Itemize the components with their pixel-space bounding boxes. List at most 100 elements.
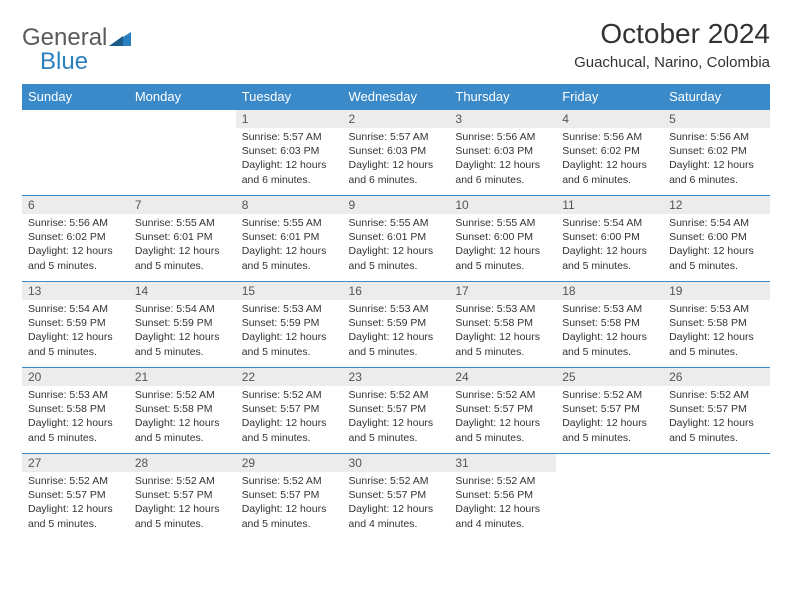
weekday-header: Thursday xyxy=(449,84,556,110)
day-number: 4 xyxy=(556,110,663,128)
day-details: Sunrise: 5:52 AMSunset: 5:57 PMDaylight:… xyxy=(236,472,343,535)
day-details: Sunrise: 5:55 AMSunset: 6:00 PMDaylight:… xyxy=(449,214,556,277)
calendar-day-cell xyxy=(556,454,663,540)
day-details: Sunrise: 5:52 AMSunset: 5:57 PMDaylight:… xyxy=(22,472,129,535)
day-details: Sunrise: 5:56 AMSunset: 6:02 PMDaylight:… xyxy=(556,128,663,191)
calendar-day-cell: 25Sunrise: 5:52 AMSunset: 5:57 PMDayligh… xyxy=(556,368,663,454)
calendar-day-cell: 6Sunrise: 5:56 AMSunset: 6:02 PMDaylight… xyxy=(22,196,129,282)
day-number: 19 xyxy=(663,282,770,300)
calendar-day-cell: 21Sunrise: 5:52 AMSunset: 5:58 PMDayligh… xyxy=(129,368,236,454)
weekday-header: Saturday xyxy=(663,84,770,110)
calendar-day-cell: 28Sunrise: 5:52 AMSunset: 5:57 PMDayligh… xyxy=(129,454,236,540)
day-number: 30 xyxy=(343,454,450,472)
calendar-day-cell: 29Sunrise: 5:52 AMSunset: 5:57 PMDayligh… xyxy=(236,454,343,540)
calendar-table: Sunday Monday Tuesday Wednesday Thursday… xyxy=(22,84,770,540)
logo-triangle-icon xyxy=(109,30,131,51)
day-number: 17 xyxy=(449,282,556,300)
day-number: 20 xyxy=(22,368,129,386)
day-number: 5 xyxy=(663,110,770,128)
calendar-day-cell: 23Sunrise: 5:52 AMSunset: 5:57 PMDayligh… xyxy=(343,368,450,454)
logo-word-blue: Blue xyxy=(22,48,131,76)
day-number: 10 xyxy=(449,196,556,214)
day-details: Sunrise: 5:53 AMSunset: 5:59 PMDaylight:… xyxy=(343,300,450,363)
calendar-day-cell: 5Sunrise: 5:56 AMSunset: 6:02 PMDaylight… xyxy=(663,110,770,196)
calendar-day-cell: 14Sunrise: 5:54 AMSunset: 5:59 PMDayligh… xyxy=(129,282,236,368)
day-number: 22 xyxy=(236,368,343,386)
calendar-day-cell: 15Sunrise: 5:53 AMSunset: 5:59 PMDayligh… xyxy=(236,282,343,368)
day-number: 15 xyxy=(236,282,343,300)
day-details: Sunrise: 5:52 AMSunset: 5:57 PMDaylight:… xyxy=(449,386,556,449)
title-block: October 2024 Guachucal, Narino, Colombia xyxy=(574,18,770,71)
logo-text-block: General Blue xyxy=(22,24,131,76)
day-number: 28 xyxy=(129,454,236,472)
day-number: 1 xyxy=(236,110,343,128)
calendar-day-cell: 9Sunrise: 5:55 AMSunset: 6:01 PMDaylight… xyxy=(343,196,450,282)
day-number: 3 xyxy=(449,110,556,128)
day-details: Sunrise: 5:54 AMSunset: 6:00 PMDaylight:… xyxy=(663,214,770,277)
calendar-week-row: 1Sunrise: 5:57 AMSunset: 6:03 PMDaylight… xyxy=(22,110,770,196)
calendar-day-cell: 20Sunrise: 5:53 AMSunset: 5:58 PMDayligh… xyxy=(22,368,129,454)
weekday-header: Monday xyxy=(129,84,236,110)
calendar-day-cell: 7Sunrise: 5:55 AMSunset: 6:01 PMDaylight… xyxy=(129,196,236,282)
calendar-day-cell: 18Sunrise: 5:53 AMSunset: 5:58 PMDayligh… xyxy=(556,282,663,368)
day-number: 13 xyxy=(22,282,129,300)
calendar-day-cell: 19Sunrise: 5:53 AMSunset: 5:58 PMDayligh… xyxy=(663,282,770,368)
day-details: Sunrise: 5:52 AMSunset: 5:57 PMDaylight:… xyxy=(556,386,663,449)
logo: General Blue xyxy=(22,18,131,76)
day-number: 29 xyxy=(236,454,343,472)
calendar-week-row: 27Sunrise: 5:52 AMSunset: 5:57 PMDayligh… xyxy=(22,454,770,540)
day-details: Sunrise: 5:53 AMSunset: 5:58 PMDaylight:… xyxy=(556,300,663,363)
calendar-day-cell: 4Sunrise: 5:56 AMSunset: 6:02 PMDaylight… xyxy=(556,110,663,196)
calendar-day-cell xyxy=(22,110,129,196)
day-number: 7 xyxy=(129,196,236,214)
calendar-day-cell: 27Sunrise: 5:52 AMSunset: 5:57 PMDayligh… xyxy=(22,454,129,540)
day-number: 18 xyxy=(556,282,663,300)
day-details: Sunrise: 5:56 AMSunset: 6:02 PMDaylight:… xyxy=(663,128,770,191)
weekday-header: Tuesday xyxy=(236,84,343,110)
calendar-day-cell: 10Sunrise: 5:55 AMSunset: 6:00 PMDayligh… xyxy=(449,196,556,282)
calendar-day-cell: 26Sunrise: 5:52 AMSunset: 5:57 PMDayligh… xyxy=(663,368,770,454)
day-number: 2 xyxy=(343,110,450,128)
day-details: Sunrise: 5:52 AMSunset: 5:57 PMDaylight:… xyxy=(663,386,770,449)
weekday-header-row: Sunday Monday Tuesday Wednesday Thursday… xyxy=(22,84,770,110)
day-number: 16 xyxy=(343,282,450,300)
day-details: Sunrise: 5:54 AMSunset: 5:59 PMDaylight:… xyxy=(129,300,236,363)
day-details: Sunrise: 5:57 AMSunset: 6:03 PMDaylight:… xyxy=(236,128,343,191)
day-details: Sunrise: 5:54 AMSunset: 6:00 PMDaylight:… xyxy=(556,214,663,277)
calendar-day-cell: 30Sunrise: 5:52 AMSunset: 5:57 PMDayligh… xyxy=(343,454,450,540)
day-details: Sunrise: 5:53 AMSunset: 5:59 PMDaylight:… xyxy=(236,300,343,363)
day-number: 9 xyxy=(343,196,450,214)
day-details: Sunrise: 5:52 AMSunset: 5:57 PMDaylight:… xyxy=(129,472,236,535)
day-details: Sunrise: 5:55 AMSunset: 6:01 PMDaylight:… xyxy=(236,214,343,277)
calendar-day-cell xyxy=(129,110,236,196)
calendar-week-row: 20Sunrise: 5:53 AMSunset: 5:58 PMDayligh… xyxy=(22,368,770,454)
day-number: 11 xyxy=(556,196,663,214)
day-details: Sunrise: 5:55 AMSunset: 6:01 PMDaylight:… xyxy=(343,214,450,277)
day-details: Sunrise: 5:53 AMSunset: 5:58 PMDaylight:… xyxy=(663,300,770,363)
calendar-day-cell: 12Sunrise: 5:54 AMSunset: 6:00 PMDayligh… xyxy=(663,196,770,282)
day-details: Sunrise: 5:56 AMSunset: 6:03 PMDaylight:… xyxy=(449,128,556,191)
calendar-day-cell: 31Sunrise: 5:52 AMSunset: 5:56 PMDayligh… xyxy=(449,454,556,540)
weekday-header: Friday xyxy=(556,84,663,110)
day-number: 14 xyxy=(129,282,236,300)
day-details: Sunrise: 5:52 AMSunset: 5:56 PMDaylight:… xyxy=(449,472,556,535)
calendar-week-row: 13Sunrise: 5:54 AMSunset: 5:59 PMDayligh… xyxy=(22,282,770,368)
location-text: Guachucal, Narino, Colombia xyxy=(574,54,770,71)
calendar-day-cell: 16Sunrise: 5:53 AMSunset: 5:59 PMDayligh… xyxy=(343,282,450,368)
day-details: Sunrise: 5:56 AMSunset: 6:02 PMDaylight:… xyxy=(22,214,129,277)
day-details: Sunrise: 5:57 AMSunset: 6:03 PMDaylight:… xyxy=(343,128,450,191)
calendar-day-cell: 3Sunrise: 5:56 AMSunset: 6:03 PMDaylight… xyxy=(449,110,556,196)
calendar-day-cell: 13Sunrise: 5:54 AMSunset: 5:59 PMDayligh… xyxy=(22,282,129,368)
calendar-day-cell: 2Sunrise: 5:57 AMSunset: 6:03 PMDaylight… xyxy=(343,110,450,196)
calendar-week-row: 6Sunrise: 5:56 AMSunset: 6:02 PMDaylight… xyxy=(22,196,770,282)
day-details: Sunrise: 5:53 AMSunset: 5:58 PMDaylight:… xyxy=(449,300,556,363)
page-title: October 2024 xyxy=(574,18,770,50)
day-number: 23 xyxy=(343,368,450,386)
calendar-day-cell: 11Sunrise: 5:54 AMSunset: 6:00 PMDayligh… xyxy=(556,196,663,282)
day-number: 8 xyxy=(236,196,343,214)
day-details: Sunrise: 5:52 AMSunset: 5:57 PMDaylight:… xyxy=(343,472,450,535)
calendar-day-cell: 8Sunrise: 5:55 AMSunset: 6:01 PMDaylight… xyxy=(236,196,343,282)
day-number: 6 xyxy=(22,196,129,214)
day-number: 31 xyxy=(449,454,556,472)
calendar-day-cell: 1Sunrise: 5:57 AMSunset: 6:03 PMDaylight… xyxy=(236,110,343,196)
